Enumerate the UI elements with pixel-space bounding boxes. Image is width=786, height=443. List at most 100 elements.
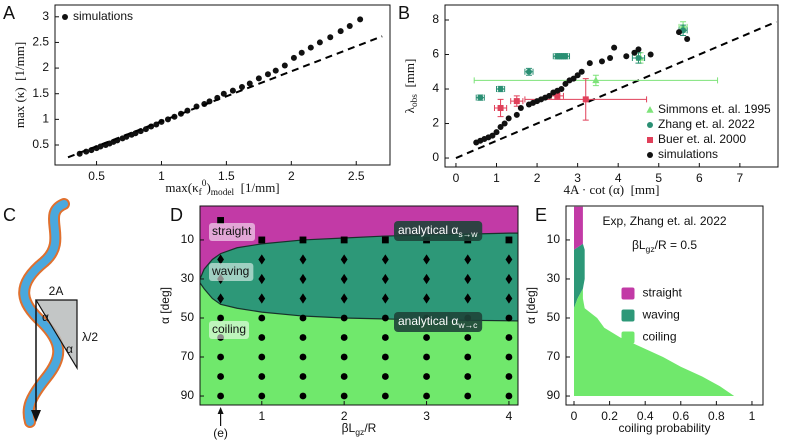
marker: [258, 353, 266, 361]
marker: [381, 236, 389, 244]
marker: [464, 353, 472, 361]
marker: [647, 51, 654, 58]
y-tick-label: 70: [181, 349, 195, 363]
marker: [493, 129, 500, 136]
marker: [281, 62, 288, 69]
label-part: w→c: [457, 320, 478, 330]
marker: [217, 217, 224, 224]
marker: [258, 373, 266, 380]
marker: [505, 314, 513, 322]
y-tick-label: 1: [42, 112, 49, 126]
x-tick-label: 2: [288, 169, 295, 183]
marker: [357, 16, 364, 23]
half-wavelength-label: λ/2: [82, 330, 98, 344]
x-tick-label: 0.4: [637, 409, 654, 423]
chart-title: Exp, Zhang et. al. 2022: [602, 214, 726, 228]
y-tick-label: 2: [42, 60, 49, 74]
marker: [299, 254, 307, 265]
region-label-box: [209, 321, 250, 339]
triangle: [34, 299, 78, 371]
marker: [546, 92, 553, 99]
label-part: gz: [646, 244, 655, 254]
legend-label: simulations: [73, 9, 133, 23]
x-tick-label: 3: [574, 171, 581, 185]
marker: [423, 273, 430, 285]
marker: [635, 46, 642, 53]
tube: [20, 200, 68, 426]
marker: [229, 87, 236, 94]
x-tick-label: 2: [341, 409, 348, 423]
y-tick-label: 10: [547, 232, 561, 246]
legend-marker: [647, 122, 653, 128]
label-part: model: [211, 188, 235, 198]
y-tick-label: 30: [181, 271, 195, 285]
label-part: coiling probability: [618, 421, 710, 435]
label-part: 0: [202, 179, 207, 189]
marker: [272, 67, 279, 74]
x-tick-label: 4: [506, 409, 513, 423]
marker: [381, 334, 389, 341]
y-axis-label: max (κ) [1/mm]: [12, 42, 27, 128]
region-fill: [200, 233, 518, 321]
marker: [684, 35, 691, 42]
marker: [340, 273, 348, 285]
panel-label: B: [398, 3, 410, 23]
x-tick-label: 3: [423, 409, 430, 423]
marker: [513, 98, 520, 105]
label-part: λ: [402, 106, 417, 113]
label-part: [1/mm]: [234, 180, 280, 195]
marker: [554, 92, 561, 99]
marker: [340, 353, 348, 361]
marker: [298, 49, 305, 56]
marker: [464, 293, 472, 304]
plot-frame: [199, 205, 519, 406]
marker: [497, 123, 504, 130]
marker: [299, 293, 307, 304]
reference-line: [455, 20, 777, 159]
region-fill: [200, 282, 518, 405]
x-tick-label: 1: [158, 169, 165, 183]
y-axis-label: λobs [mm]: [402, 59, 420, 114]
marker: [381, 373, 389, 380]
legend-swatch: [621, 331, 635, 344]
marker: [217, 353, 224, 361]
arrow-head: [31, 410, 41, 422]
marker: [574, 72, 581, 79]
region-label-box: [209, 263, 254, 281]
y-tick-label: 1.5: [32, 86, 49, 100]
marker: [631, 49, 638, 56]
label-part: βL: [632, 238, 646, 252]
marker: [477, 94, 484, 101]
marker: [611, 44, 618, 51]
marker: [598, 58, 605, 65]
marker: [299, 314, 307, 322]
region-label: waving: [211, 264, 249, 278]
legend-marker: [647, 137, 653, 143]
label-part: βL: [342, 421, 356, 435]
marker: [290, 54, 297, 61]
x-tick-label: 0.2: [601, 409, 618, 423]
area: [574, 206, 735, 397]
marker: [464, 254, 472, 265]
label-part: 4A · cot (α) [mm]: [564, 182, 660, 197]
marker: [578, 68, 585, 75]
width-label: 2A: [49, 284, 64, 298]
y-tick-label: 4: [432, 81, 439, 95]
note-label: (e): [213, 426, 228, 440]
marker: [505, 334, 513, 341]
x-tick-label: 0.5: [88, 169, 105, 183]
marker: [340, 236, 348, 244]
legend-marker: [647, 152, 653, 158]
y-tick-label: 10: [181, 232, 195, 246]
area: [574, 206, 583, 397]
x-axis-label: coiling probability: [618, 421, 710, 435]
label-part: /R: [364, 421, 376, 435]
marker: [586, 60, 593, 67]
legend-label: coiling: [643, 330, 677, 344]
panel-label: E: [535, 205, 547, 225]
legend-label: straight: [643, 286, 683, 300]
label-part: ): [206, 180, 210, 195]
marker: [258, 392, 266, 400]
x-tick-label: 0.8: [708, 409, 725, 423]
marker: [299, 236, 307, 244]
